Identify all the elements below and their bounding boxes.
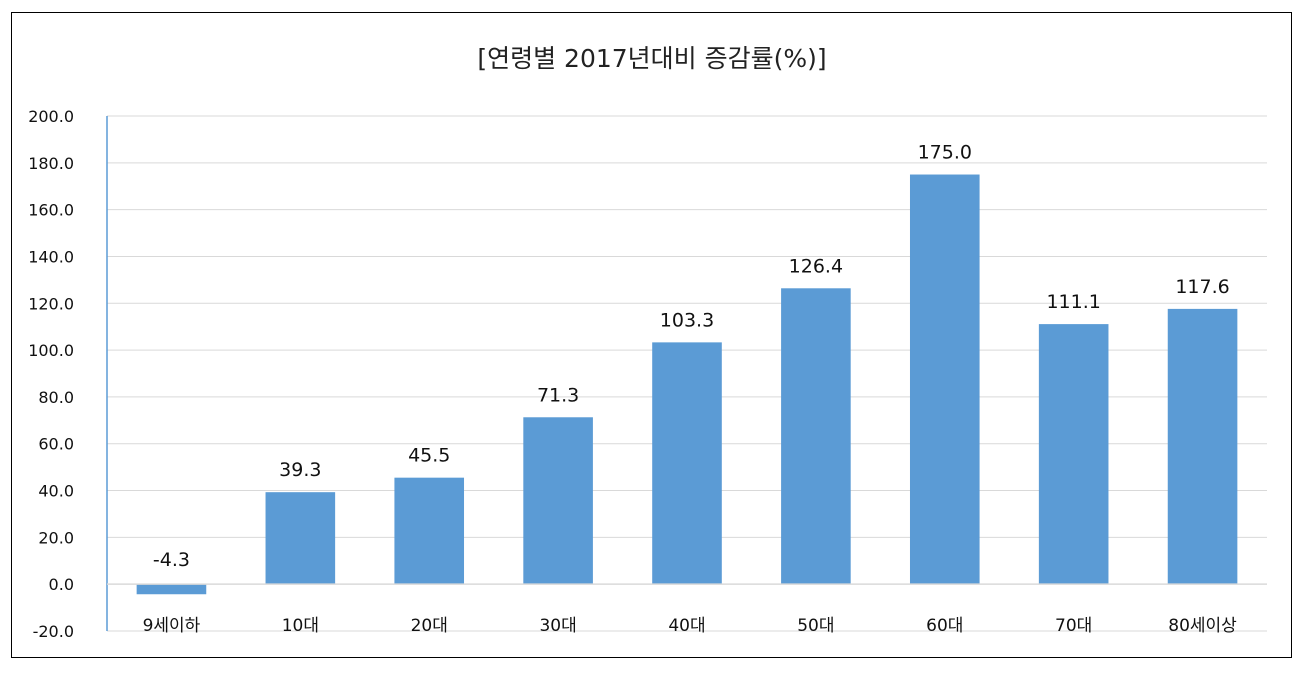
x-category-label: 40대	[668, 616, 705, 636]
y-tick-label: -20.0	[33, 622, 74, 641]
x-category-label: 30대	[539, 616, 576, 636]
bar-value-label: -4.3	[153, 549, 190, 571]
x-category-label: 9세이하	[143, 616, 201, 636]
y-tick-label: 20.0	[38, 528, 74, 547]
bar-value-label: 71.3	[537, 384, 579, 406]
bar-value-label: 39.3	[279, 459, 321, 481]
axes	[106, 116, 1267, 631]
y-tick-label: 100.0	[28, 341, 74, 360]
x-category-label: 70대	[1055, 616, 1092, 636]
y-tick-label: 180.0	[28, 154, 74, 173]
bar	[394, 477, 465, 585]
y-tick-label: 80.0	[38, 388, 74, 407]
y-tick-label: 0.0	[49, 575, 74, 594]
chart-frame: [연령별 2017년대비 증감률(%)] -20.0 0.0 20.0 40.0 60.…	[11, 12, 1292, 658]
bars	[136, 174, 1238, 595]
x-category-label: 50대	[797, 616, 834, 636]
bar	[1038, 324, 1109, 585]
x-category-label: 80세이상	[1168, 616, 1237, 636]
bar	[652, 342, 722, 585]
chart-title: [연령별 2017년대비 증감률(%)]	[477, 44, 826, 73]
x-category-label: 60대	[926, 616, 963, 636]
y-tick-label: 200.0	[28, 107, 74, 126]
bar	[523, 417, 593, 585]
y-tick-label: 140.0	[28, 247, 74, 266]
bar-value-label: 126.4	[789, 255, 843, 277]
bar-value-label: 175.0	[918, 142, 972, 164]
labels: -20.0 0.0 20.0 40.0 60.0 80.0 100.0 120.0 140.0 1…	[28, 107, 1237, 641]
y-tick-label: 120.0	[28, 294, 74, 313]
bar-value-label: 103.3	[660, 309, 714, 331]
bar	[781, 288, 851, 585]
y-tick-label: 160.0	[28, 201, 74, 220]
y-tick-label: 40.0	[38, 482, 74, 501]
bar	[265, 492, 336, 585]
bar	[1167, 308, 1238, 585]
x-category-label: 10대	[282, 616, 319, 636]
bar	[909, 174, 980, 585]
bar-chart: [연령별 2017년대비 증감률(%)] -20.0 0.0 20.0 40.0 60.…	[28, 44, 1267, 641]
bar-value-label: 45.5	[408, 445, 450, 467]
bar-value-label: 117.6	[1175, 276, 1229, 298]
bar	[136, 584, 207, 595]
y-tick-label: 60.0	[38, 435, 74, 454]
x-category-label: 20대	[411, 616, 448, 636]
bar-value-label: 111.1	[1046, 291, 1100, 313]
